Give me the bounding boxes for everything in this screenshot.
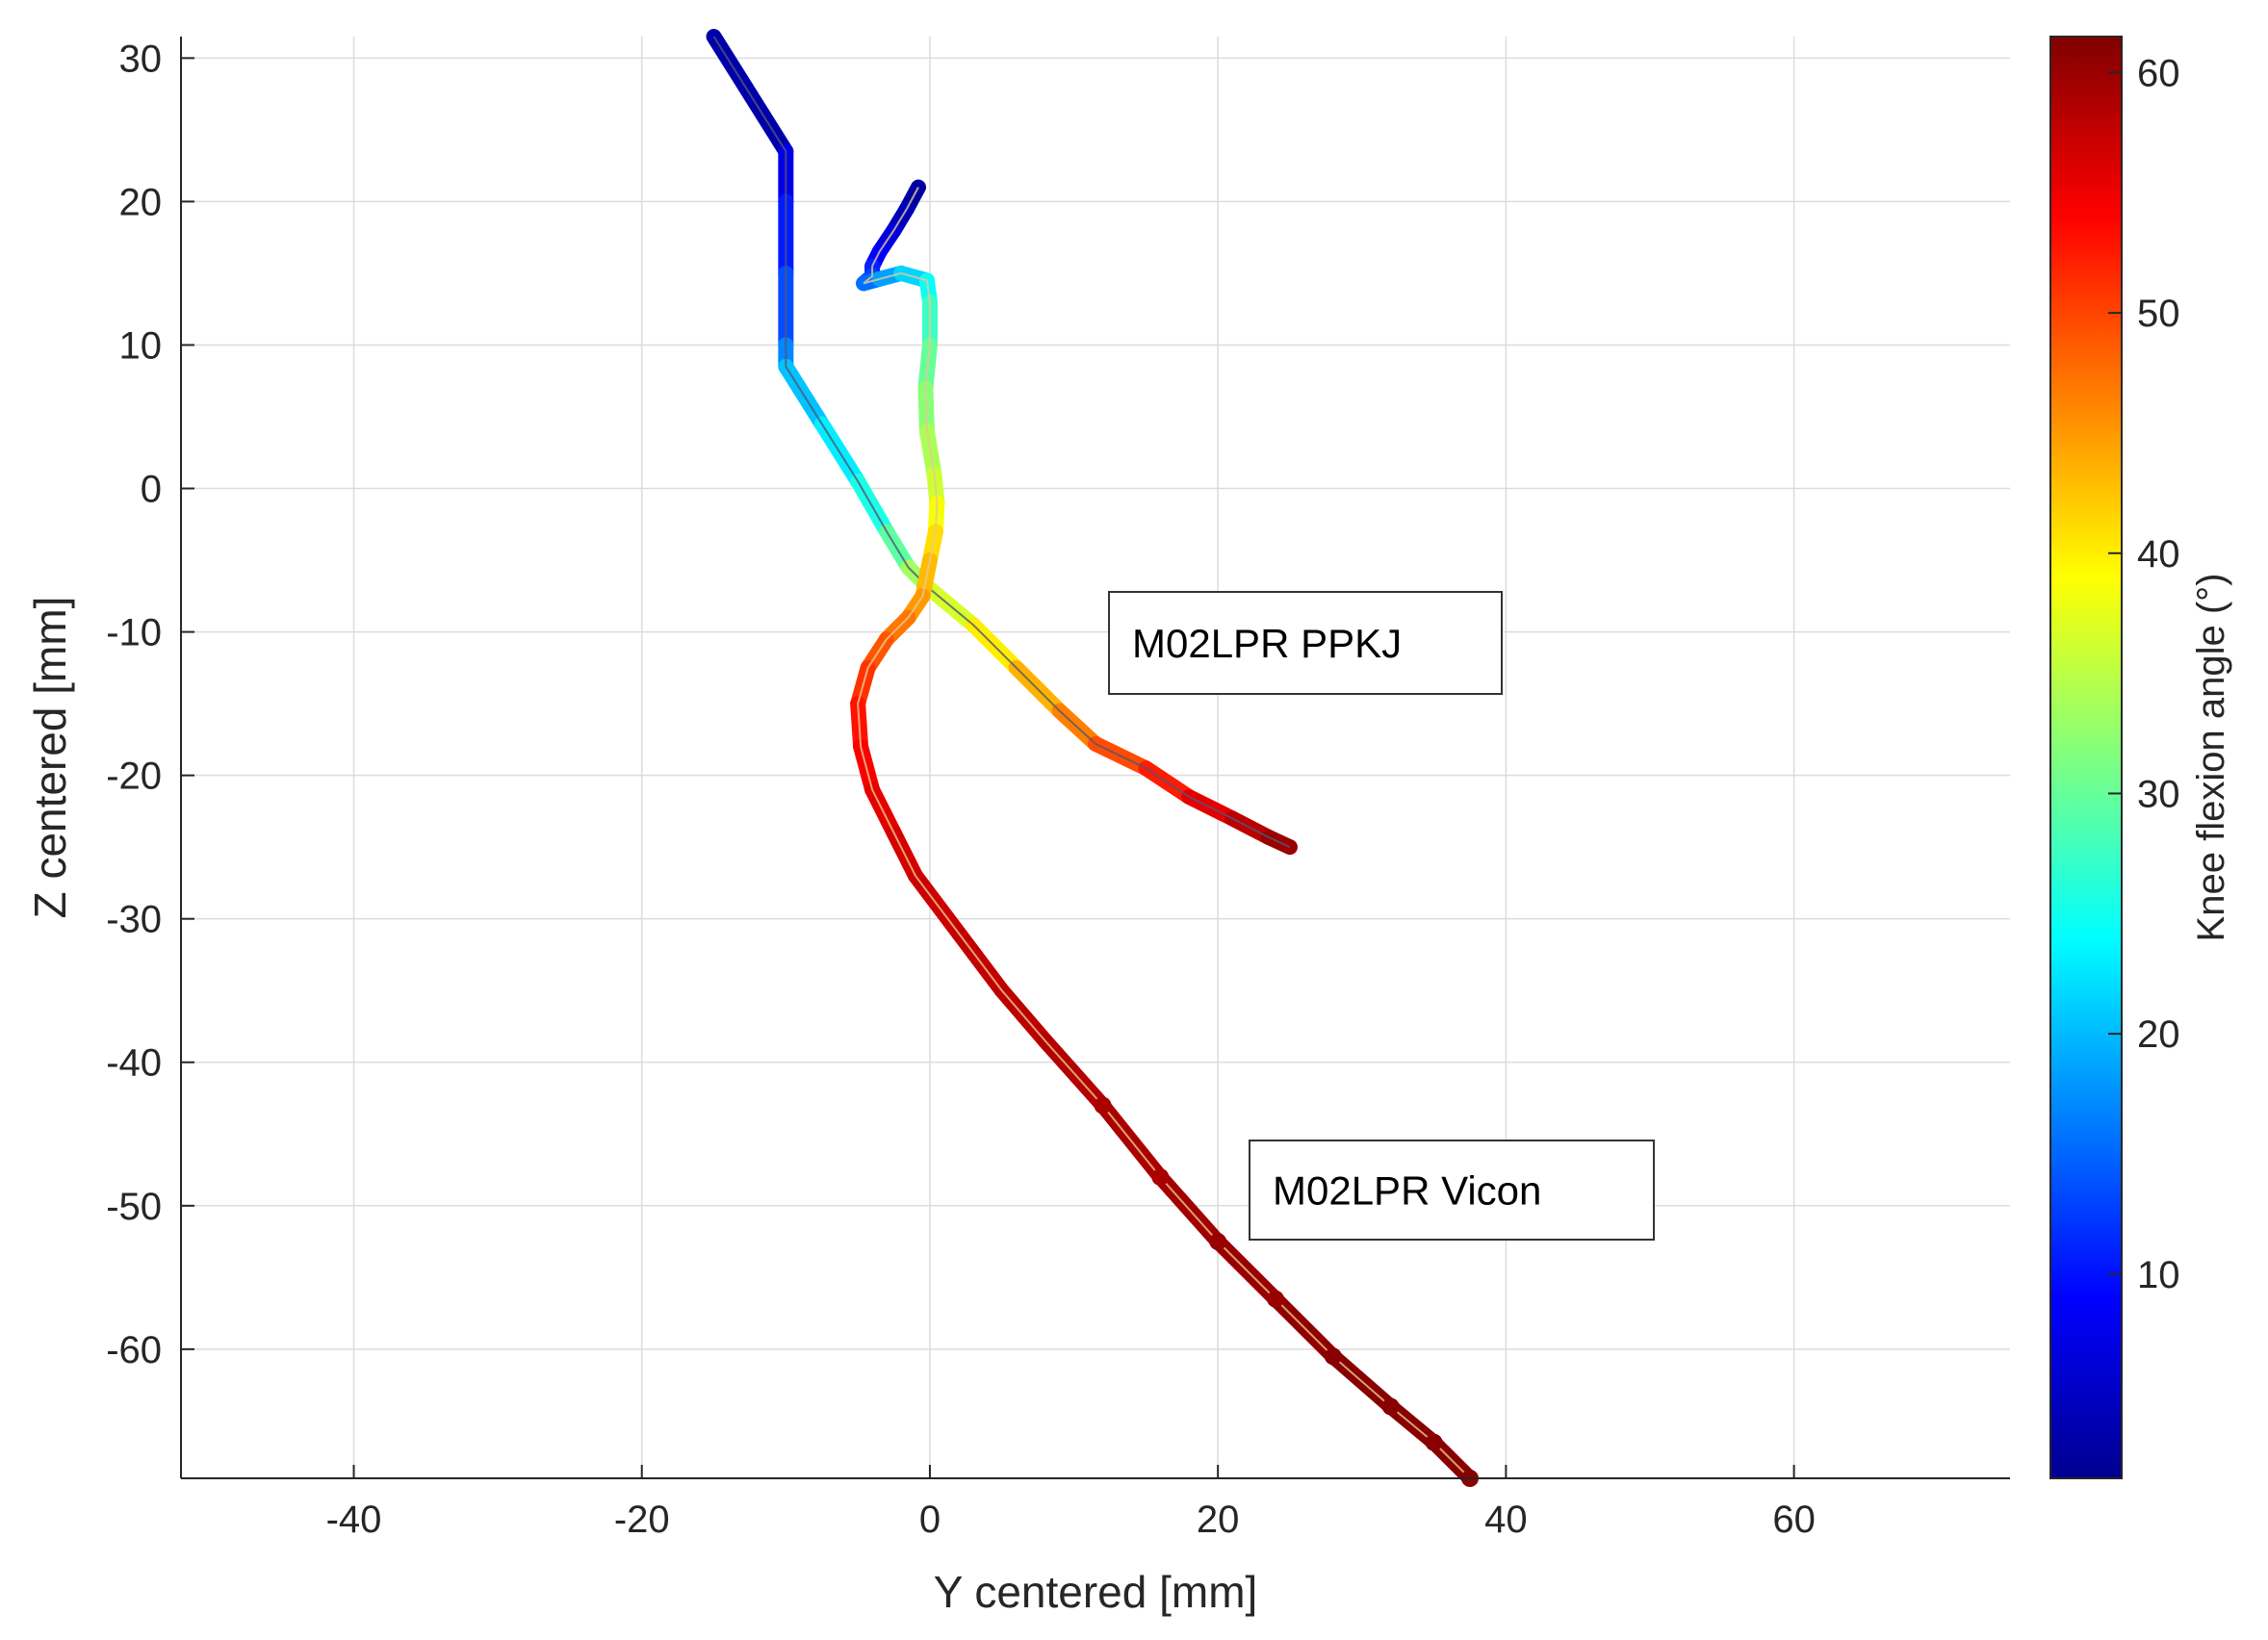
colorbar-tick-label: 10 — [2137, 1254, 2180, 1296]
colorbar-tick-label: 30 — [2137, 773, 2180, 815]
annotation-frame — [1249, 1140, 1655, 1241]
series-1-marker — [1425, 1433, 1443, 1451]
colorbar-label: Knee flexion angle (°) — [2190, 574, 2232, 942]
x-tick-label: 60 — [1772, 1499, 1816, 1541]
annotation-box: M02LPR PPKJ — [1108, 591, 1503, 695]
series-1-marker — [1381, 1397, 1400, 1416]
colorbar: 10 20 30 40 50 60 Knee flexion angle (°) — [2049, 36, 2232, 1479]
colorbar-ticks: 10 20 30 40 50 60 — [2108, 52, 2180, 1296]
grid-lines — [181, 37, 2010, 1478]
series-1-centerline — [857, 187, 1471, 1479]
y-tick-label: -20 — [106, 756, 162, 798]
tick-labels: -40 -20 0 20 40 60 30 20 10 0 -10 -20 -30 -40 -50 -60 — [106, 38, 1816, 1541]
colorbar-gradient — [2049, 36, 2123, 1479]
axes — [180, 37, 2010, 1479]
annotation-text: M02LPR PPKJ — [1132, 621, 1402, 666]
y-tick-label: -60 — [106, 1329, 162, 1371]
y-tick-label: 20 — [119, 181, 163, 223]
series-layer — [706, 29, 1479, 1487]
annotation-box: M02LPR Vicon — [1249, 1140, 1655, 1241]
x-tick-label: 0 — [919, 1499, 941, 1541]
colorbar-tick-label: 20 — [2137, 1013, 2180, 1056]
colorbar-tick-label: 50 — [2137, 293, 2180, 335]
x-tick-label: -40 — [326, 1499, 382, 1541]
y-tick-label: -30 — [106, 899, 162, 941]
annotations: M02LPR PPKJ M02LPR Vicon — [1108, 591, 1655, 1241]
y-tick-label: 0 — [141, 469, 162, 511]
y-tick-label: -40 — [106, 1042, 162, 1085]
x-axis-label: Y centered [mm] — [934, 1567, 1258, 1617]
series-1-marker — [1094, 1096, 1112, 1115]
annotation-text: M02LPR Vicon — [1273, 1168, 1541, 1214]
y-tick-label: -50 — [106, 1186, 162, 1228]
series-1 — [850, 179, 1479, 1487]
colorbar-tick-label: 40 — [2137, 533, 2180, 576]
series-1-marker — [1151, 1167, 1170, 1186]
annotation-frame — [1108, 591, 1503, 695]
colorbar-tick-label: 60 — [2137, 52, 2180, 94]
series-0 — [706, 29, 1298, 856]
y-axis-label: Z centered [mm] — [25, 597, 75, 919]
y-tick-label: 30 — [119, 38, 163, 80]
series-1-marker — [1324, 1347, 1342, 1366]
y-tick-label: -10 — [106, 612, 162, 654]
plot-background — [181, 37, 2010, 1478]
x-tick-label: 40 — [1484, 1499, 1528, 1541]
x-tick-label: -20 — [614, 1499, 670, 1541]
x-tick-label: 20 — [1197, 1499, 1240, 1541]
series-1-marker — [1209, 1233, 1227, 1251]
y-tick-label: 10 — [119, 324, 163, 367]
series-1-marker — [1267, 1290, 1285, 1308]
